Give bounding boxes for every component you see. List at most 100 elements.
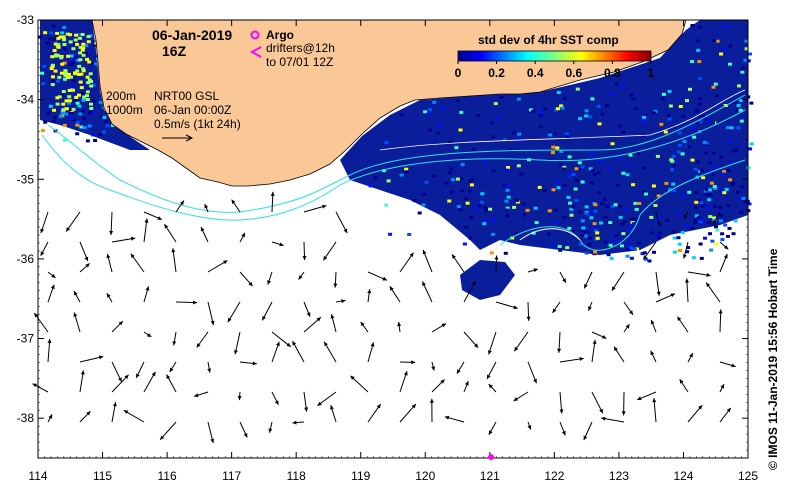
sst-cell bbox=[562, 96, 567, 100]
sst-cell bbox=[625, 173, 630, 177]
sst-cell bbox=[692, 135, 697, 139]
sst-cell bbox=[617, 157, 622, 161]
sst-cell-hot bbox=[66, 72, 71, 76]
sst-cell bbox=[690, 24, 695, 27]
sst-cell-hot bbox=[78, 45, 83, 49]
sst-cell bbox=[454, 146, 459, 150]
sst-cell bbox=[62, 123, 67, 127]
sst-cell bbox=[556, 91, 561, 94]
current-arrow-icon bbox=[705, 282, 721, 303]
sst-patch bbox=[460, 260, 515, 300]
sst-cell-hot bbox=[81, 69, 86, 73]
current-arrow-icon bbox=[397, 321, 402, 333]
current-arrow-icon bbox=[591, 391, 604, 414]
sst-cell bbox=[655, 154, 660, 158]
current-arrow-icon bbox=[559, 357, 584, 363]
isobath-line-white bbox=[519, 228, 581, 241]
sst-cell bbox=[584, 227, 589, 231]
sst-cell bbox=[690, 60, 695, 64]
sst-cell-hot bbox=[69, 75, 74, 79]
map-time: 16Z bbox=[162, 43, 187, 59]
sst-cell bbox=[101, 130, 106, 134]
current-arrow-icon bbox=[40, 211, 49, 234]
current-arrow-icon bbox=[163, 223, 177, 243]
sst-cell bbox=[637, 241, 642, 245]
sst-cell bbox=[580, 165, 585, 169]
sst-cell-hot bbox=[66, 76, 71, 80]
sst-cell bbox=[748, 147, 753, 151]
sst-cell bbox=[694, 214, 699, 218]
current-arrow-icon bbox=[234, 331, 241, 355]
sst-cell-hot bbox=[59, 56, 64, 60]
sst-cell-hot bbox=[82, 95, 87, 99]
sst-cell bbox=[529, 108, 533, 112]
sst-cell-hot bbox=[75, 69, 80, 73]
current-arrow-icon bbox=[350, 375, 369, 393]
sst-cell bbox=[651, 111, 656, 115]
sst-cell bbox=[749, 101, 754, 105]
sst-cell-hot bbox=[73, 38, 78, 42]
sst-cell bbox=[491, 232, 496, 236]
sst-cell bbox=[48, 37, 53, 41]
sst-cell bbox=[87, 111, 92, 115]
sst-cell bbox=[703, 236, 707, 240]
current-arrow-icon bbox=[303, 204, 327, 213]
sst-cell bbox=[656, 235, 661, 239]
sst-cell bbox=[469, 215, 474, 219]
sst-cell bbox=[84, 44, 89, 48]
sst-cell bbox=[459, 110, 464, 114]
sst-cell bbox=[534, 204, 539, 208]
colorbar-ticks: 0 0.2 0.4 0.6 0.8 1 bbox=[455, 61, 655, 80]
sst-cell bbox=[72, 75, 77, 78]
current-arrow-icon bbox=[159, 421, 177, 441]
current-arrow-icon bbox=[367, 342, 375, 363]
current-arrow-icon bbox=[655, 293, 676, 303]
sst-cell bbox=[672, 250, 677, 254]
sst-cell bbox=[542, 189, 547, 192]
current-arrow-icon bbox=[685, 278, 689, 303]
current-arrow-icon bbox=[399, 403, 417, 423]
sst-cell bbox=[91, 99, 96, 103]
sst-cell bbox=[696, 216, 701, 219]
sst-cell bbox=[608, 221, 613, 224]
sst-cell-hot bbox=[61, 90, 66, 93]
sst-cell bbox=[610, 205, 615, 209]
nrt-label-2: 06-Jan 00:00Z bbox=[154, 103, 231, 117]
sst-cell bbox=[43, 120, 48, 124]
sst-cell bbox=[610, 142, 615, 146]
sst-cell bbox=[75, 132, 80, 136]
sst-cell bbox=[599, 221, 603, 225]
sst-cell bbox=[555, 107, 560, 111]
sst-cell bbox=[603, 215, 608, 219]
sst-cell bbox=[700, 218, 705, 222]
sst-cell bbox=[609, 257, 614, 260]
sst-cell bbox=[588, 167, 593, 171]
sst-cell bbox=[628, 153, 633, 157]
sst-cell bbox=[69, 117, 74, 120]
sst-cell bbox=[459, 177, 464, 181]
sst-cell bbox=[431, 174, 436, 178]
sst-cell bbox=[625, 163, 630, 167]
sst-cell bbox=[687, 145, 691, 149]
current-arrow-icon bbox=[323, 341, 337, 363]
sst-cell bbox=[687, 190, 692, 194]
sst-cell bbox=[587, 236, 592, 240]
sst-cell bbox=[480, 192, 485, 196]
sst-cell bbox=[519, 172, 524, 176]
sst-cell bbox=[653, 109, 658, 113]
sst-cell bbox=[666, 114, 671, 118]
sst-cell bbox=[610, 239, 615, 243]
current-arrow-icon bbox=[47, 414, 53, 423]
current-arrow-icon bbox=[333, 271, 338, 288]
sst-cell bbox=[730, 182, 735, 186]
current-arrow-icon bbox=[559, 391, 564, 414]
sst-cell bbox=[698, 220, 703, 224]
sst-cell bbox=[458, 208, 463, 212]
current-arrow-icon bbox=[143, 211, 163, 221]
argo-label: Argo bbox=[266, 28, 294, 42]
sst-cell-hot bbox=[89, 102, 93, 106]
sst-cell bbox=[85, 139, 90, 143]
sst-cell bbox=[68, 85, 73, 89]
isobath-line-white bbox=[379, 89, 746, 151]
sst-cell-hot bbox=[61, 35, 66, 39]
